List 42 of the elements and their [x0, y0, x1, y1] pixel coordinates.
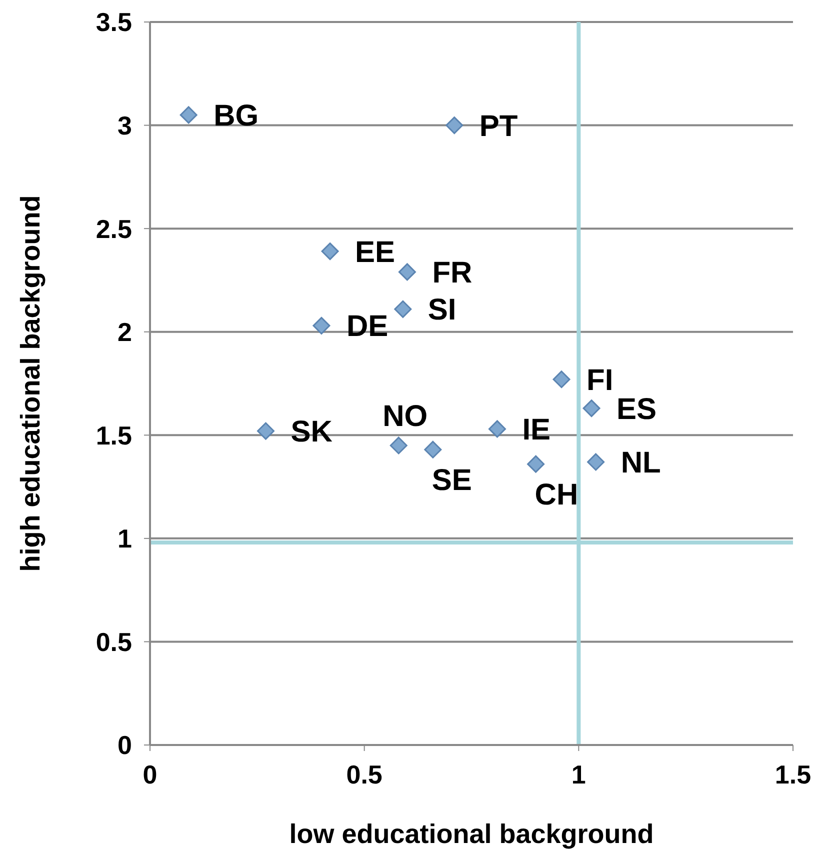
- annotation: PT: [479, 110, 518, 143]
- point: [552, 370, 570, 388]
- point: [488, 420, 506, 438]
- point: [587, 453, 605, 471]
- point: [582, 400, 600, 418]
- annotation: BG: [214, 99, 259, 132]
- point: [256, 422, 274, 440]
- annotation: NO: [382, 400, 428, 433]
- point: [398, 263, 416, 281]
- annotation: IE: [522, 413, 551, 446]
- y-tick-label: 1.5: [96, 420, 132, 450]
- annotation: CH: [534, 478, 578, 512]
- annotation: SK: [290, 416, 333, 449]
- point: [394, 300, 412, 318]
- y-tick-label: 3.5: [96, 7, 132, 38]
- annotation: NL: [620, 446, 661, 480]
- annotation: DE: [346, 310, 388, 344]
- point: [527, 455, 545, 473]
- annotation: FR: [432, 256, 473, 290]
- point: [446, 116, 464, 134]
- x-tick-label: 1: [571, 759, 586, 790]
- y-tick-label: 3: [118, 110, 132, 141]
- y-tick-label: 2: [118, 317, 132, 348]
- annotation: SI: [428, 294, 456, 327]
- point: [424, 440, 442, 458]
- point: [321, 242, 339, 260]
- y-tick-label: 2.5: [96, 214, 132, 244]
- point: [390, 436, 408, 454]
- y-tick-label: 1: [118, 524, 132, 554]
- x-tick-label: 0.5: [346, 759, 382, 790]
- point: [180, 106, 198, 124]
- x-tick-label: 1.5: [774, 759, 812, 790]
- annotation: ES: [616, 392, 657, 426]
- y-axis-title: high educational background: [16, 195, 46, 572]
- annotation: EE: [355, 236, 396, 269]
- y-tick-label: 0.5: [96, 626, 132, 657]
- annotation: SE: [432, 464, 472, 498]
- x-axis-title: low educational background: [289, 819, 654, 849]
- point: [312, 316, 330, 334]
- x-tick-label: 0: [142, 759, 158, 790]
- y-tick-label: 0: [118, 730, 132, 760]
- annotation: FI: [586, 364, 614, 397]
